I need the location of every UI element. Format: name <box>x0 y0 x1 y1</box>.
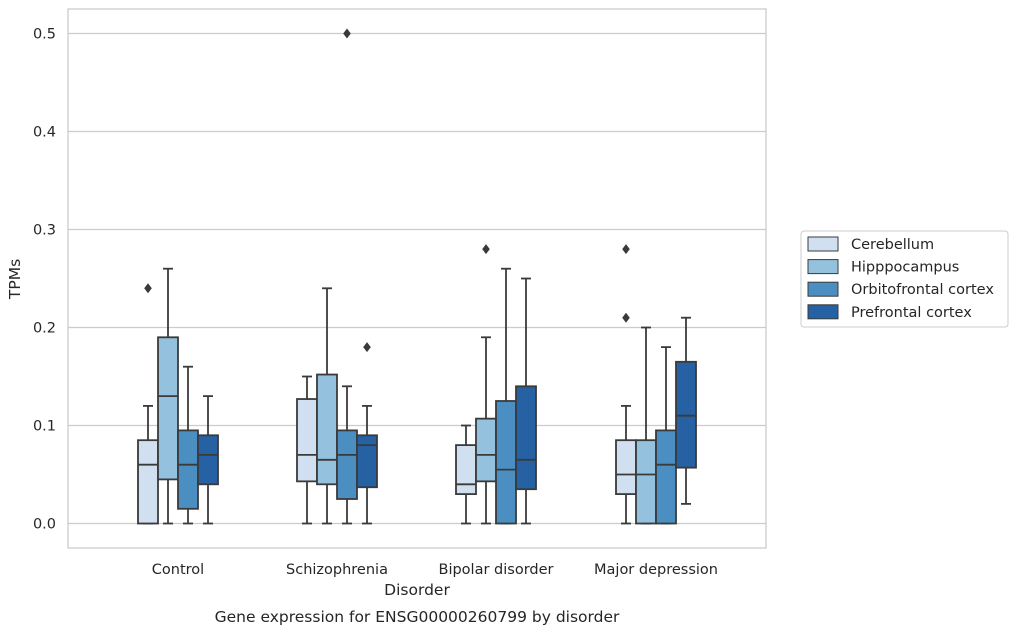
y-axis-ticks: 0.0 0.1 0.2 0.3 0.4 0.5 <box>33 27 56 533</box>
x-axis-label: Disorder <box>384 581 450 599</box>
chart-caption: Gene expression for ENSG00000260799 by d… <box>215 608 620 626</box>
box-2-4 <box>356 342 378 525</box>
y-tick-label: 0.4 <box>33 125 56 141</box>
box-3-2 <box>475 244 497 525</box>
box-body <box>177 429 199 510</box>
outlier-point <box>363 342 371 353</box>
y-tick-label: 0.0 <box>33 517 56 533</box>
box-body <box>495 400 517 525</box>
box-3-3 <box>495 267 517 525</box>
plot-frame <box>67 8 767 549</box>
box-body <box>515 385 537 491</box>
box-body <box>197 434 219 486</box>
x-tick-label: Control <box>152 562 204 578</box>
y-tick-label: 0.2 <box>33 321 56 337</box>
legend-swatch <box>807 281 839 297</box>
box-body <box>137 439 159 525</box>
box-2-3 <box>336 28 358 525</box>
box-1-4 <box>197 395 219 525</box>
y-axis-label: TPMs <box>6 259 24 300</box>
boxes <box>137 28 697 525</box>
box-4-3 <box>655 346 677 525</box>
outlier-point <box>343 28 351 39</box>
legend-entry: Prefrontal cortex <box>851 305 972 321</box>
outlier-point <box>482 244 490 255</box>
box-body <box>635 439 657 525</box>
box-body <box>296 398 318 483</box>
box-body <box>336 429 358 500</box>
y-tick-label: 0.3 <box>33 223 56 239</box>
box-1-3 <box>177 365 199 525</box>
box-4-4 <box>675 316 697 505</box>
box-body <box>655 429 677 525</box>
legend-entry: Orbitofrontal cortex <box>851 282 994 298</box>
outlier-point <box>622 312 630 323</box>
x-tick-label: Major depression <box>594 562 718 578</box>
box-body <box>615 439 637 496</box>
legend-swatch <box>807 236 839 252</box>
y-tick-label: 0.5 <box>33 27 56 43</box>
y-tick-label: 0.1 <box>33 419 56 435</box>
box-body <box>455 444 477 496</box>
box-2-2 <box>316 287 338 525</box>
box-1-1 <box>137 283 159 525</box>
box-1-2 <box>157 267 179 525</box>
box-body <box>316 373 338 486</box>
legend-entry: Hipppocampus <box>851 260 959 276</box>
legend-swatch <box>807 259 839 275</box>
outlier-point <box>144 283 152 294</box>
legend: Cerebellum Hipppocampus Orbitofrontal cort… <box>800 230 1009 328</box>
box-3-4 <box>515 277 537 525</box>
box-body <box>157 336 179 481</box>
outlier-point <box>622 244 630 255</box>
box-body <box>356 434 378 489</box>
box-3-1 <box>455 424 477 525</box>
box-body <box>675 360 697 469</box>
box-body <box>475 417 497 483</box>
legend-frame <box>800 230 1009 328</box>
x-tick-label: Bipolar disorder <box>439 562 554 578</box>
box-2-1 <box>296 375 318 525</box>
x-axis-ticks: Control Schizophrenia Bipolar disorder Majo… <box>152 562 718 578</box>
legend-swatch <box>807 304 839 320</box>
legend-entry: Cerebellum <box>851 237 934 253</box>
box-4-1 <box>615 244 637 525</box>
x-tick-label: Schizophrenia <box>286 562 388 578</box>
